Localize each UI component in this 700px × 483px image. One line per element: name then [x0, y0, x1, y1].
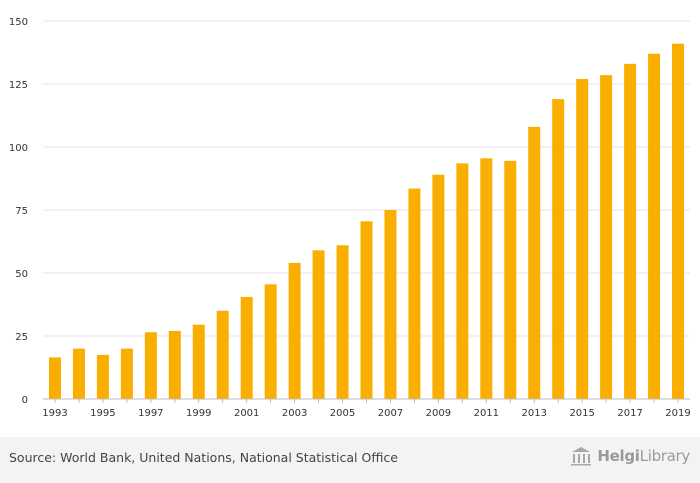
x-tick-label: 2007	[378, 408, 403, 419]
x-tick-label: 2009	[426, 408, 451, 419]
helgi-library-logo[interactable]: HelgiLibrary	[569, 446, 690, 466]
logo-text: HelgiLibrary	[597, 447, 690, 465]
bar-2002[interactable]	[264, 284, 277, 399]
bar-2003[interactable]	[288, 262, 301, 399]
bar-2013[interactable]	[528, 126, 541, 399]
bar-2014[interactable]	[552, 99, 565, 400]
x-tick-label: 2011	[474, 408, 499, 419]
bar-1993[interactable]	[48, 357, 61, 399]
bar-1998[interactable]	[168, 330, 181, 399]
bar-2008[interactable]	[408, 188, 421, 399]
bar-1994[interactable]	[72, 348, 85, 399]
bar-1995[interactable]	[96, 354, 109, 399]
footer	[0, 437, 700, 483]
y-tick-label: 25	[15, 332, 28, 343]
y-tick-label: 150	[9, 17, 28, 28]
x-tick-label: 2001	[234, 408, 259, 419]
x-tick-label: 2017	[617, 408, 642, 419]
bar-2017[interactable]	[624, 63, 637, 400]
y-tick-label: 0	[22, 395, 28, 406]
bar-1996[interactable]	[120, 348, 133, 399]
bar-1999[interactable]	[192, 324, 205, 399]
x-tick-label: 1999	[186, 408, 211, 419]
bar-2004[interactable]	[312, 250, 325, 399]
x-tick-label: 2015	[569, 408, 594, 419]
source-text: Source: World Bank, United Nations, Nati…	[9, 450, 398, 465]
bar-2001[interactable]	[240, 296, 253, 399]
bar-2000[interactable]	[216, 310, 229, 399]
x-tick-label: 1993	[42, 408, 67, 419]
y-tick-label: 125	[9, 80, 28, 91]
x-tick-label: 2003	[282, 408, 307, 419]
x-tick-label: 2005	[330, 408, 355, 419]
y-axis-tick-labels: 0 25 50 75 100 125 150	[9, 17, 28, 406]
x-tick-label: 2019	[665, 408, 690, 419]
y-tick-label: 50	[15, 269, 28, 280]
x-axis-ticks: 1993 1995 1997 1999 2001 2003 2005 2007 2009 2011…	[42, 399, 691, 419]
bar-2006[interactable]	[360, 221, 373, 399]
bar-1997[interactable]	[144, 332, 157, 399]
x-tick-label: 1995	[90, 408, 115, 419]
bar-2010[interactable]	[456, 163, 469, 399]
bar-2012[interactable]	[504, 160, 517, 399]
bar-2009[interactable]	[432, 174, 445, 399]
y-tick-label: 75	[15, 206, 28, 217]
bar-2016[interactable]	[600, 75, 613, 400]
bar-2019[interactable]	[672, 43, 685, 400]
library-building-icon	[571, 447, 592, 466]
bar-2015[interactable]	[576, 78, 589, 400]
bar-2007[interactable]	[384, 210, 397, 399]
x-tick-label: 1997	[138, 408, 163, 419]
bars	[48, 43, 685, 400]
x-tick-label: 2013	[522, 408, 547, 419]
bar-2011[interactable]	[480, 158, 493, 399]
y-tick-label: 100	[9, 143, 28, 154]
bar-chart: 0 25 50 75 100 125 150 1993 1995 1997 1999 2001 200…	[9, 17, 691, 419]
bar-2005[interactable]	[336, 245, 349, 399]
bar-2018[interactable]	[648, 53, 661, 399]
